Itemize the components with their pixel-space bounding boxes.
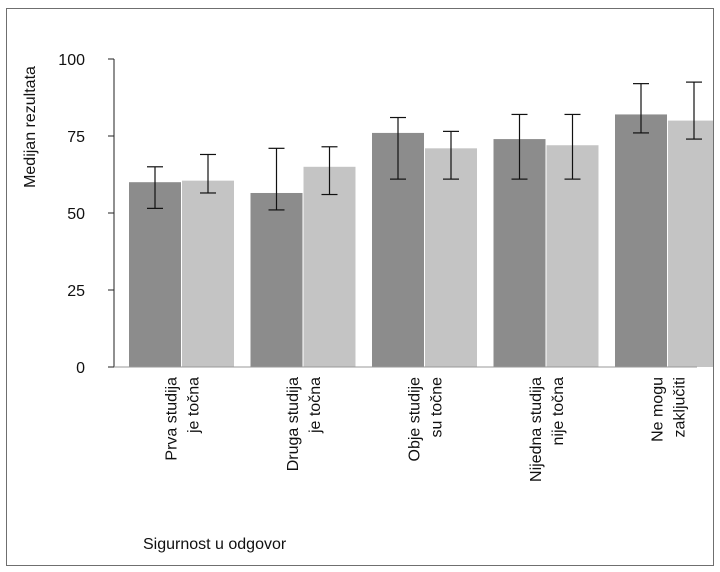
y-tick-label-25: 25 [67,283,85,300]
bar-chart: 0 25 50 75 100 Prva studija je točna Druga stu… [22,52,720,553]
bars-layer [129,114,720,367]
y-tick-label-0: 0 [76,360,85,377]
y-tick-label-50: 50 [67,206,85,223]
error-bar-series2-cat5 [686,81,702,140]
x-tick-label-1: Prva studija je točna [164,377,203,461]
bar-series2-cat5 [668,120,720,367]
error-bar-series2-cat4 [564,113,581,180]
y-tick-label-100: 100 [58,52,85,69]
y-axis-label: Medijan rezultata [22,66,39,188]
y-ticks-layer: 0 25 50 75 100 [58,52,114,377]
error-bar-series2-cat1 [200,153,216,194]
bar-series2-cat3 [425,148,477,367]
error-bars-layer [147,81,702,211]
error-bar-series1-cat3 [390,116,406,180]
chart-frame: 0 25 50 75 100 Prva studija je točna Druga stu… [6,8,720,566]
error-bar-series1-cat1 [147,166,163,209]
bar-series2-cat2 [303,166,356,367]
x-ticks-layer: Prva studija je točna Druga studija je točn… [164,377,689,482]
x-axis-label: Sigurnost u odgovor [143,536,287,553]
x-tick-label-2: Druga studija je točna [285,377,324,471]
bar-series1-cat2 [250,192,303,367]
bar-series2-cat1 [182,180,234,367]
y-tick-label-75: 75 [67,129,85,146]
x-tick-label-3: Obje studije su točne [407,377,446,462]
bar-series2-cat4 [546,145,599,367]
error-bar-series2-cat2 [321,146,338,196]
error-bar-series1-cat2 [268,147,285,211]
error-bar-series1-cat5 [633,83,649,134]
bar-series1-cat1 [129,182,181,367]
x-tick-label-5: Ne mogu zaključiti [650,377,689,442]
bar-series1-cat5 [615,114,667,367]
error-bar-series1-cat4 [511,113,528,180]
error-bar-series2-cat3 [443,130,459,180]
x-tick-label-4: Nijedna studija nije točna [528,377,567,482]
